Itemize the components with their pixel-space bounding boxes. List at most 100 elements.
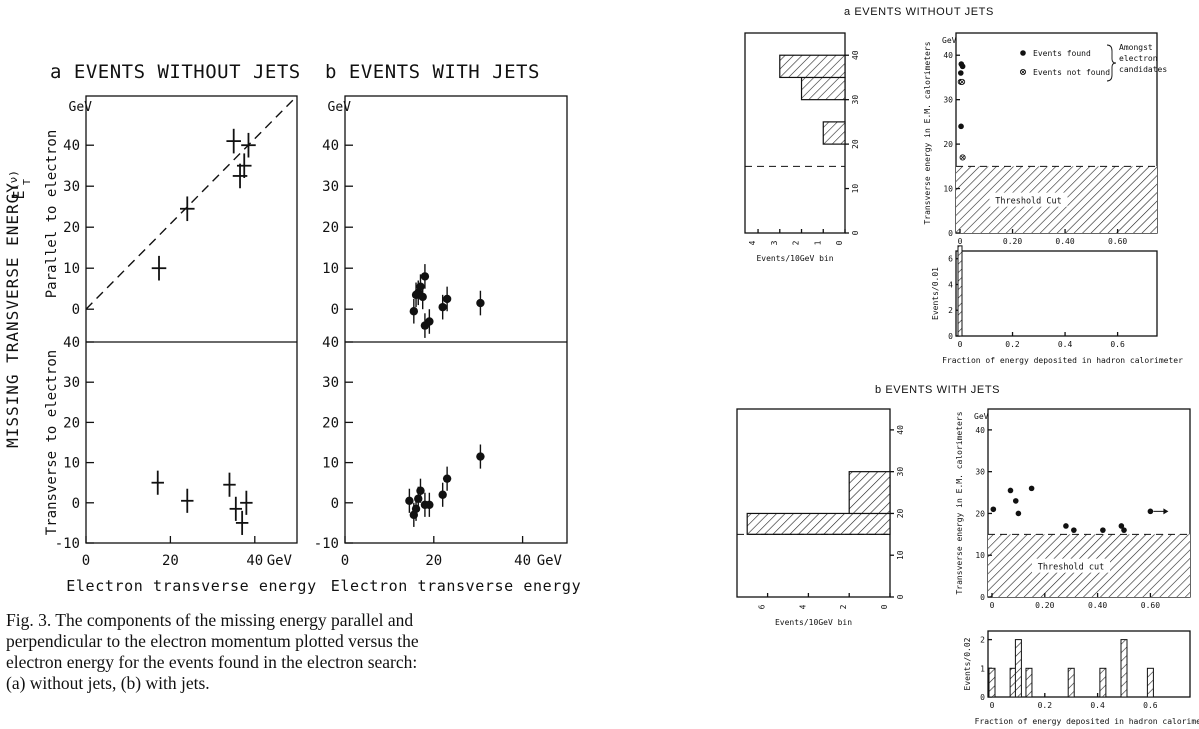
y-unit-label: GeV — [942, 36, 957, 45]
histogram-x-label: Events/10GeV bin — [756, 254, 833, 263]
legend-brace-label: candidates — [1119, 65, 1167, 74]
y-tick-label: 0 — [72, 302, 80, 318]
y-tick-label: 40 — [896, 425, 905, 435]
x-tick-label: 0.40 — [1055, 237, 1074, 246]
x-tick-label: 0.20 — [1003, 237, 1022, 246]
data-point-found — [1007, 487, 1014, 494]
y-tick-label: 30 — [851, 95, 860, 105]
y-axis-label: Parallel to electron — [44, 130, 60, 299]
data-point-not-found-mark — [960, 155, 965, 160]
data-point — [409, 307, 419, 316]
fraction-histogram-bar — [1099, 667, 1107, 698]
x-tick-label: 0.4 — [1058, 340, 1073, 349]
x-tick-label: 40 — [514, 553, 531, 569]
x-tick-label: 0 — [990, 701, 995, 710]
data-point-found — [1012, 498, 1019, 504]
plot-frame — [85, 95, 298, 544]
data-point — [418, 292, 427, 302]
fraction-x-label: Fraction of energy deposited in hadron c… — [942, 356, 1183, 365]
threshold-label-box — [1032, 558, 1110, 573]
data-point — [442, 294, 452, 304]
x-unit-label: GeV — [537, 553, 563, 569]
data-point — [411, 504, 421, 514]
y-tick-label: 0 — [72, 496, 80, 512]
y-tick-label: 40 — [63, 138, 80, 154]
y-tick-label: 30 — [63, 179, 80, 195]
y-tick-label: 20 — [975, 509, 985, 518]
y-tick-label: 2 — [948, 306, 953, 315]
x-tick-label: 20 — [425, 553, 442, 569]
data-point — [425, 500, 434, 510]
y-tick-label: 20 — [943, 140, 953, 149]
fraction-histogram-bar — [988, 667, 996, 698]
y-axis-symbol: E — [10, 190, 28, 199]
y-tick-label: 30 — [322, 179, 339, 195]
data-point-found — [958, 123, 964, 130]
data-point — [414, 494, 423, 503]
y-tick-label: 30 — [975, 468, 985, 477]
data-point — [420, 272, 430, 281]
y-tick-label: 6 — [948, 255, 953, 264]
x-tick-label: 0.2 — [1005, 340, 1020, 349]
x-tick-label: 2 — [839, 604, 848, 609]
legend-brace-label: electron — [1119, 54, 1158, 63]
y-tick-label: 1 — [980, 664, 985, 673]
legend-brace — [1106, 44, 1117, 82]
caption-line: Fig. 3. The components of the missing en… — [6, 610, 414, 630]
legend-label-not-found: Events not found — [1033, 68, 1110, 77]
x-tick-label: 4 — [748, 240, 757, 245]
x-tick-label: 0 — [958, 237, 963, 246]
chart-title: b EVENTS WITH JETS — [875, 384, 1000, 396]
diagonal-dashed-line — [85, 95, 298, 310]
y-axis-label: Transverse energy in E.M. calorimeters — [955, 411, 964, 594]
histogram-bar — [848, 471, 891, 515]
legend-label-found: Events found — [1033, 49, 1091, 58]
chart-title: a EVENTS WITHOUT JETS — [844, 6, 994, 18]
fraction-histogram-frame — [955, 250, 1158, 337]
x-tick-label: 6 — [758, 604, 767, 609]
y-tick-label: 10 — [63, 261, 80, 277]
x-tick-label: 0.4 — [1090, 701, 1105, 710]
legend-brace-label: Amongst — [1119, 43, 1153, 52]
y-tick-label: 20 — [322, 220, 339, 236]
x-tick-label: 3 — [770, 240, 779, 245]
x-tick-label: 1 — [813, 240, 822, 245]
y-tick-label: 20 — [63, 220, 80, 236]
y-tick-label: 10 — [975, 551, 985, 560]
y-tick-label: 40 — [943, 51, 953, 60]
fraction-histogram-bar — [1067, 667, 1075, 698]
y-tick-label: 20 — [896, 508, 905, 518]
y-axis-label: Transverse energy in E.M. calorimeters — [923, 41, 932, 224]
data-point-found — [1118, 523, 1125, 529]
plot-frame — [344, 95, 568, 544]
x-unit-label: GeV — [267, 553, 293, 569]
y-tick-label: 10 — [851, 184, 860, 194]
x-tick-label: 0.6 — [1110, 340, 1125, 349]
data-point-found — [1100, 527, 1106, 533]
overflow-arrow-head — [1163, 508, 1169, 515]
y-tick-label: 30 — [63, 375, 80, 391]
x-tick-label: 0 — [835, 240, 844, 245]
data-point — [405, 496, 414, 505]
y-tick-label: 0 — [331, 302, 339, 318]
fraction-histogram-bar — [1025, 667, 1033, 698]
histogram-bar — [822, 121, 846, 145]
y-unit-label: GeV — [69, 100, 93, 115]
data-point-found — [1147, 508, 1154, 515]
data-point — [438, 302, 447, 312]
data-point-found — [1028, 485, 1035, 492]
data-point — [442, 474, 452, 483]
y-tick-label: 2 — [980, 636, 985, 645]
data-point — [416, 282, 425, 291]
histogram-bar — [779, 54, 846, 79]
x-axis-label: Electron transverse energy — [331, 577, 581, 595]
y-tick-label: 10 — [896, 550, 905, 560]
fraction-x-label: Fraction of energy deposited in hadron c… — [975, 717, 1199, 726]
histogram-x-label: Events/10GeV bin — [775, 618, 852, 627]
x-tick-label: 0.60 — [1108, 237, 1127, 246]
data-point-found — [1071, 527, 1077, 533]
x-axis-label: Electron transverse energy — [66, 577, 316, 595]
y-axis-label: Transverse to electron — [44, 350, 60, 535]
y-unit-label: GeV — [974, 412, 989, 421]
